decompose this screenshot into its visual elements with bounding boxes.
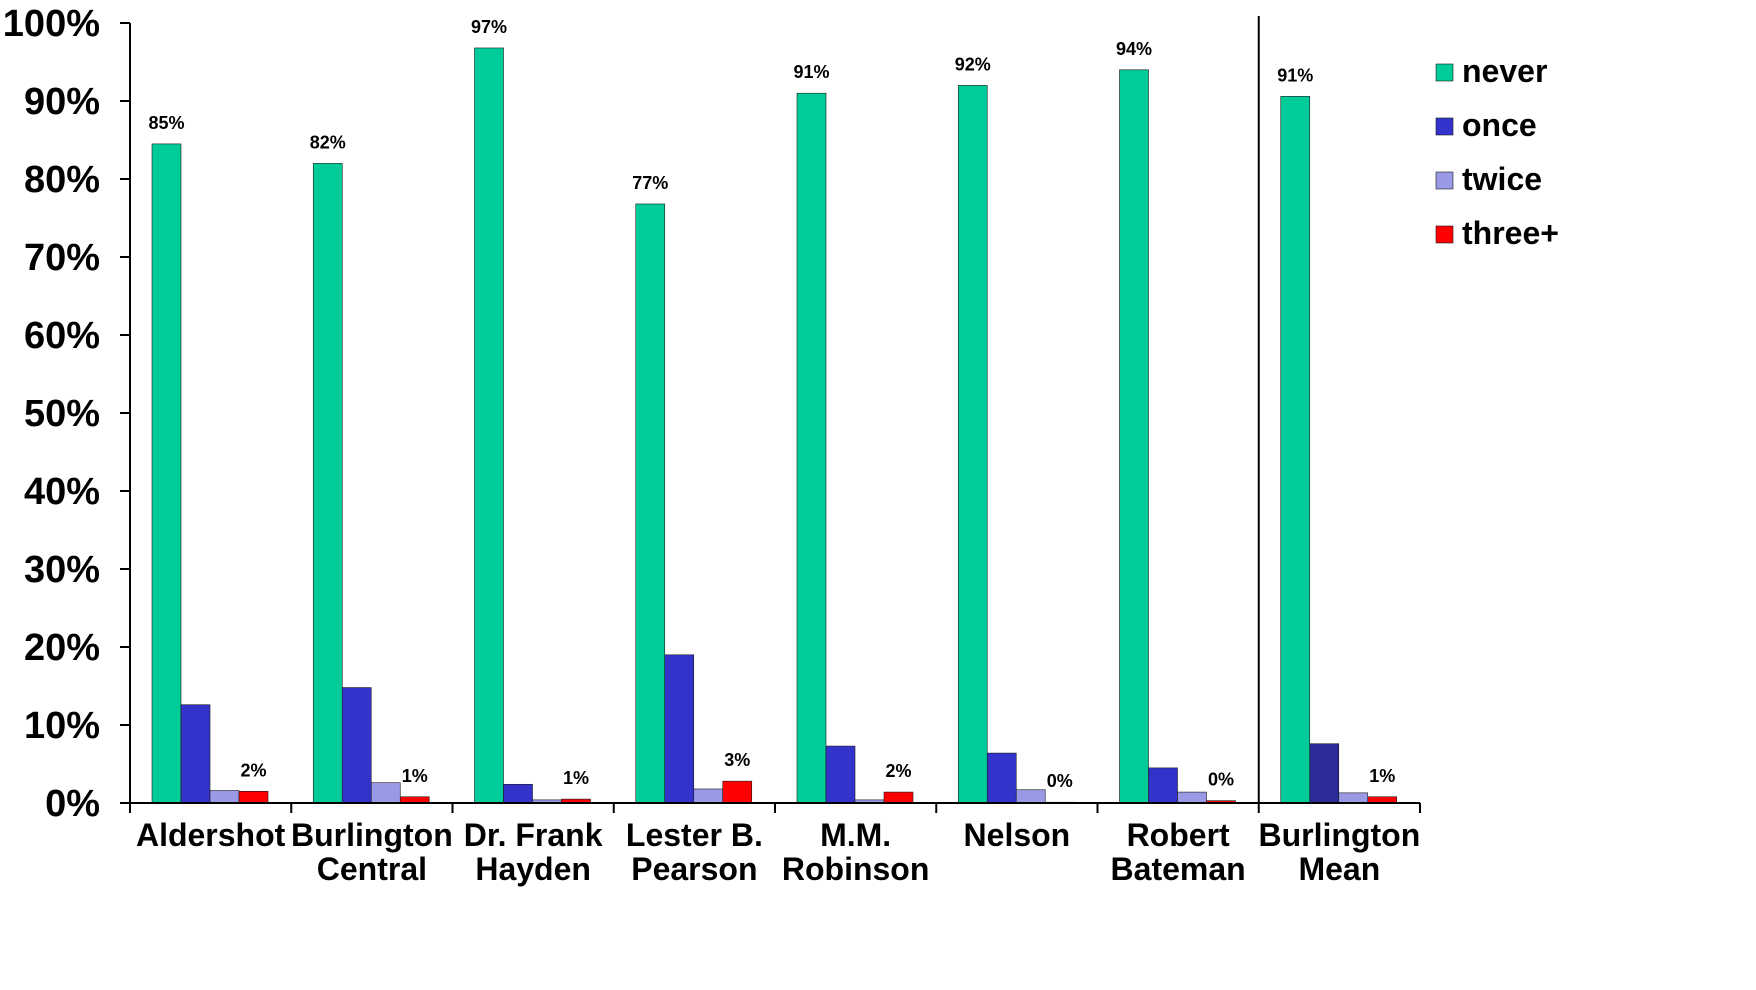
legend-swatch xyxy=(1435,117,1454,136)
data-label: 91% xyxy=(793,62,829,82)
bar-three-3 xyxy=(722,780,753,804)
legend: never once twice three+ xyxy=(1435,53,1559,251)
bar-twice-3 xyxy=(693,788,724,804)
x-tick-label: Nelson xyxy=(964,817,1071,853)
bar-never-1 xyxy=(312,163,343,804)
bar-once-6 xyxy=(1148,767,1178,804)
data-label: 91% xyxy=(1277,65,1313,85)
bar-never-6 xyxy=(1119,69,1149,804)
data-label: 0% xyxy=(1208,770,1234,790)
bar-once-5 xyxy=(986,752,1017,804)
data-label: 77% xyxy=(632,173,668,193)
y-tick-label: 60% xyxy=(24,315,100,357)
y-tick-label: 100% xyxy=(3,3,100,45)
data-labels: 85% 82% 97% 77% 91% 92% 94% 91% 2% 1% 1% 3% 2% 0% 0% 1% xyxy=(148,17,1395,791)
bar-never-2 xyxy=(474,47,504,804)
y-tick-label: 10% xyxy=(24,705,100,747)
x-tick-label: Dr. Frank Hayden xyxy=(464,817,603,887)
legend-swatch xyxy=(1435,225,1454,244)
legend-swatch xyxy=(1435,171,1454,190)
x-tick-label: Aldershot xyxy=(136,817,286,853)
y-axis: 0% 10% 20% 30% 40% 50% 60% 70% 80% 90% 100% xyxy=(3,3,131,825)
bar-twice-5 xyxy=(1015,789,1046,804)
data-label: 97% xyxy=(471,17,507,37)
y-tick-label: 80% xyxy=(24,159,100,201)
bar-once-7 xyxy=(1309,743,1340,804)
legend-label: three+ xyxy=(1462,215,1559,251)
bar-never-0 xyxy=(151,143,182,804)
x-tick-label: Lester B. Pearson xyxy=(626,817,763,887)
y-tick-label: 90% xyxy=(24,81,100,123)
x-tick-label: Burlington Mean xyxy=(1259,817,1421,887)
bar-twice-1 xyxy=(370,782,401,804)
data-label: 82% xyxy=(310,132,346,152)
bar-twice-6 xyxy=(1177,791,1207,804)
legend-label: once xyxy=(1462,107,1537,143)
bar-once-4 xyxy=(825,745,856,804)
bar-once-0 xyxy=(180,704,211,804)
data-label: 94% xyxy=(1116,39,1152,59)
bar-never-3 xyxy=(635,203,666,804)
bar-once-1 xyxy=(341,687,372,804)
data-label: 0% xyxy=(1047,771,1073,791)
data-label: 2% xyxy=(240,760,266,780)
data-label: 92% xyxy=(955,54,991,74)
data-label: 2% xyxy=(885,761,911,781)
bar-never-4 xyxy=(796,92,827,804)
bar-three-0 xyxy=(238,790,269,804)
bar-twice-0 xyxy=(209,790,240,804)
data-label: 85% xyxy=(148,113,184,133)
y-tick-label: 30% xyxy=(24,549,100,591)
bars xyxy=(151,47,1398,804)
legend-swatch xyxy=(1435,63,1454,82)
bar-three-4 xyxy=(883,791,914,804)
x-tick-label: M.M. Robinson xyxy=(782,817,930,887)
bar-never-5 xyxy=(957,85,988,804)
y-tick-label: 0% xyxy=(45,783,100,825)
data-label: 3% xyxy=(724,750,750,770)
bar-never-7 xyxy=(1280,96,1311,804)
bar-twice-7 xyxy=(1338,792,1369,804)
y-tick-label: 20% xyxy=(24,627,100,669)
bar-once-3 xyxy=(664,654,695,804)
y-tick-label: 50% xyxy=(24,393,100,435)
legend-label: never xyxy=(1462,53,1547,89)
data-label: 1% xyxy=(402,766,428,786)
data-label: 1% xyxy=(563,768,589,788)
data-label: 1% xyxy=(1369,766,1395,786)
x-tick-label: Robert Bateman xyxy=(1111,817,1246,887)
y-tick-label: 40% xyxy=(24,471,100,513)
x-tick-label: Burlington Central xyxy=(291,817,453,887)
legend-label: twice xyxy=(1462,161,1542,197)
y-tick-label: 70% xyxy=(24,237,100,279)
bar-once-2 xyxy=(503,783,533,804)
